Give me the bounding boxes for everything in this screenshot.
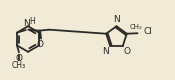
Text: N: N — [113, 15, 120, 24]
Text: CH₂: CH₂ — [129, 24, 142, 30]
Text: Cl: Cl — [144, 27, 152, 36]
Text: N: N — [102, 47, 109, 56]
Text: N: N — [23, 19, 30, 28]
Text: O: O — [124, 47, 131, 56]
Text: O: O — [15, 54, 22, 63]
Text: H: H — [29, 17, 35, 26]
Text: CH₃: CH₃ — [12, 61, 26, 70]
Text: O: O — [37, 40, 44, 49]
